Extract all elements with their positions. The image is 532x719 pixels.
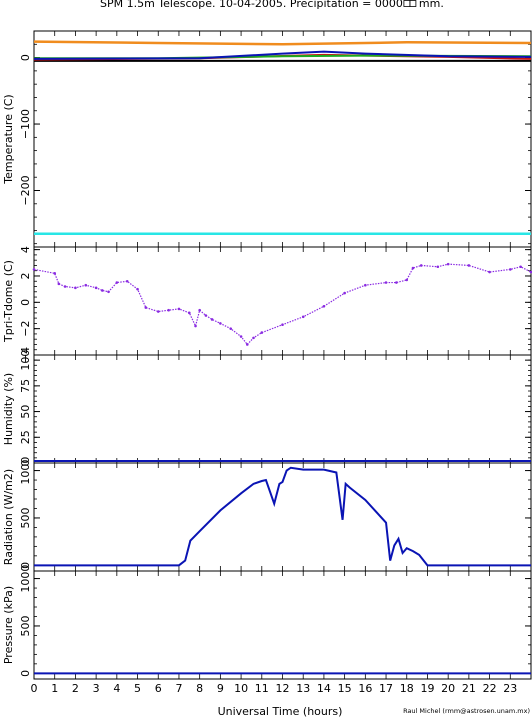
x-tick-label: 6 (155, 682, 162, 695)
series-line-navy (34, 466, 531, 567)
x-tick-label: 16 (358, 682, 372, 695)
x-tick-label: 0 (31, 682, 38, 695)
y-tick-label: 0 (19, 670, 32, 677)
y-tick-label: 0 (19, 299, 32, 306)
y-axis-label: Humidity (%) (2, 373, 15, 445)
x-tick-label: 15 (338, 682, 352, 695)
panel-4: 0 500 1000 Radiation (W/m2) (2, 457, 532, 572)
x-tick-label: 12 (276, 682, 290, 695)
y-tick-label: 1000 (19, 565, 32, 593)
unknown-glyph (403, 0, 411, 7)
y-tick-label: −200 (19, 175, 32, 205)
y-tick-label: 1000 (19, 457, 32, 485)
x-tick-label: 18 (400, 682, 414, 695)
y-tick-label: 0 (19, 562, 32, 569)
x-tick-label: 8 (196, 682, 203, 695)
credit-text: Raul Michel (rmm@astrosen.unam.mx) (403, 707, 530, 715)
x-tick-label: 2 (72, 682, 79, 695)
x-tick-label: 4 (113, 682, 120, 695)
y-axis-label: Pressure (kPa) (2, 586, 15, 664)
panel-3: 0 25 50 75 100 Humidity (%) (2, 350, 532, 467)
x-tick-label: 14 (317, 682, 331, 695)
chart-title-units: mm. (419, 0, 444, 10)
x-tick-label: 19 (420, 682, 434, 695)
panel-frame (33, 30, 532, 248)
y-tick-label: −100 (19, 109, 32, 139)
chart-header: SPM 1.5m Telescope. 10-04-2005. Precipit… (100, 0, 444, 10)
chart-title: SPM 1.5m Telescope. 10-04-2005. Precipit… (100, 0, 403, 10)
panel-2: 4 2 0 −2 −4 Tpri-Tdome (C) (2, 246, 532, 363)
x-tick-label: 3 (93, 682, 100, 695)
x-tick-label: 10 (234, 682, 248, 695)
x-tick-label: 9 (217, 682, 224, 695)
x-axis: 0 1 2 3 4 5 6 7 8 9 10 11 12 13 14 15 16 17 18 19 20 21 22 23 (31, 682, 518, 695)
y-tick-label: 500 (19, 507, 32, 528)
panel-1: 0 −100 −200 Temperature (C) (2, 30, 532, 248)
y-tick-label: 0 (19, 460, 32, 467)
x-tick-label: 7 (175, 682, 182, 695)
panel-frame (33, 570, 532, 680)
y-tick-label: 25 (19, 430, 32, 444)
x-tick-label: 20 (441, 682, 455, 695)
y-axis-label: Temperature (C) (2, 94, 15, 184)
plot-stack: 0 −100 −200 Temperature (C) 4 2 0 −2 −4 Tpri-Tdom… (2, 30, 532, 680)
x-tick-label: 11 (255, 682, 269, 695)
series-trace (33, 263, 532, 346)
series-line-orange (33, 40, 532, 46)
y-tick-label: 500 (19, 615, 32, 636)
panel-frame (33, 354, 532, 464)
x-tick-label: 13 (296, 682, 310, 695)
x-tick-label: 5 (134, 682, 141, 695)
y-tick-label: 100 (19, 350, 32, 371)
y-tick-label: 2 (19, 272, 32, 279)
series-line-blue (33, 50, 532, 60)
x-tick-label: 17 (379, 682, 393, 695)
x-tick-label: 23 (503, 682, 517, 695)
x-tick-label: 1 (51, 682, 58, 695)
y-axis-label: Radiation (W/m2) (2, 469, 15, 565)
panel-frame (33, 246, 532, 356)
panel-5: 0 500 1000 Pressure (kPa) (2, 565, 532, 680)
y-tick-label: 4 (19, 246, 32, 253)
unknown-glyph (409, 0, 417, 7)
y-tick-label: −2 (19, 321, 32, 337)
y-tick-label: −4 (19, 347, 32, 363)
x-tick-label: 22 (483, 682, 497, 695)
y-axis-label: Tpri-Tdome (C) (2, 260, 15, 343)
x-tick-label: 21 (462, 682, 476, 695)
y-tick-label: 0 (19, 54, 32, 61)
y-tick-label: 50 (19, 405, 32, 419)
x-axis-label: Universal Time (hours) (218, 705, 343, 718)
y-tick-label: 75 (19, 379, 32, 393)
